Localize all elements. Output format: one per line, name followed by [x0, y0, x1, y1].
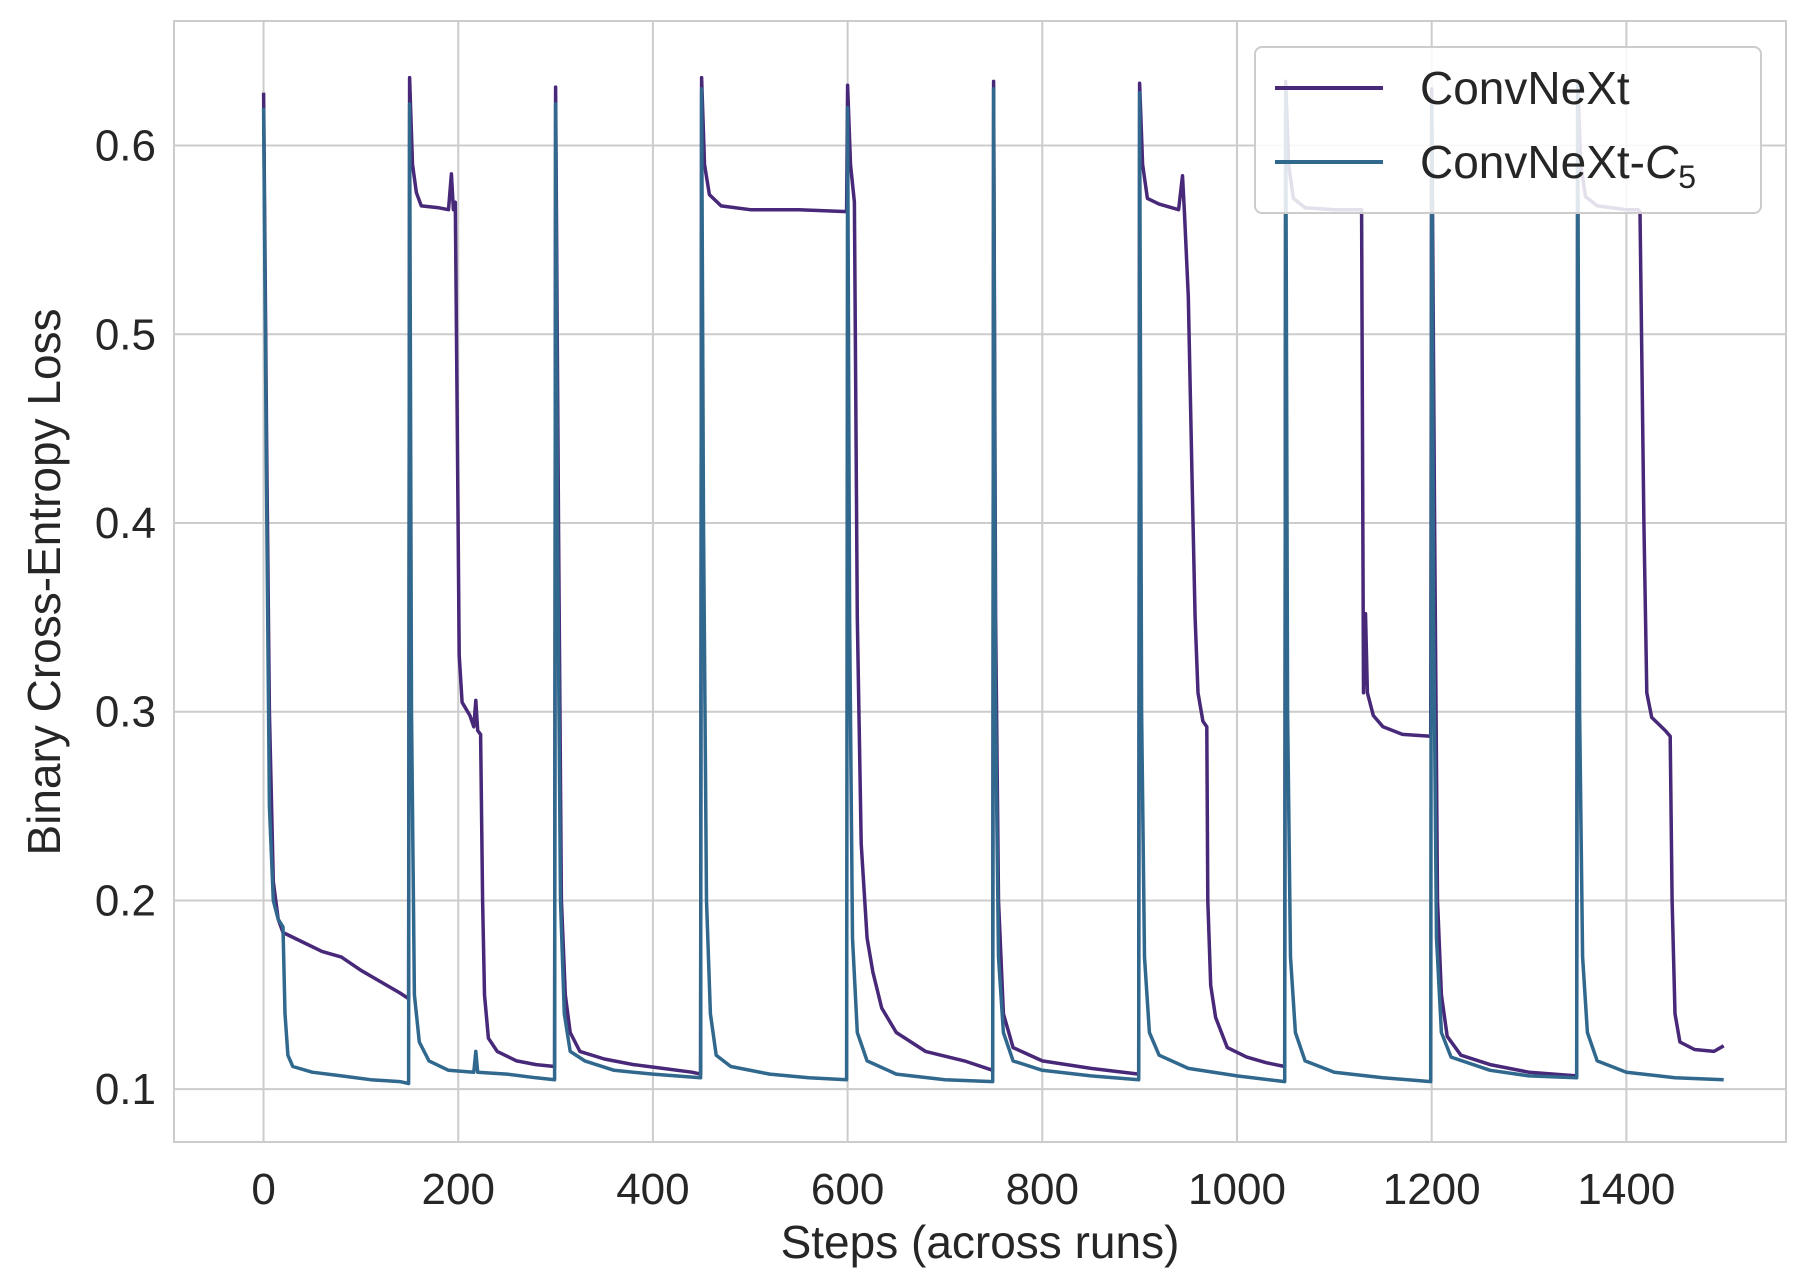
- x-tick-label: 200: [422, 1165, 495, 1214]
- x-tick-label: 800: [1006, 1165, 1079, 1214]
- y-tick-label: 0.2: [95, 876, 156, 925]
- legend-label-convnext-c5-subscript: 5: [1678, 159, 1696, 195]
- x-tick-labels: 0 200 400 600 800 1000 1200 1400: [251, 1165, 1675, 1214]
- series-line-convnext: [261, 75, 1725, 1078]
- y-tick-label: 0.5: [95, 310, 156, 359]
- x-tick-label: 0: [251, 1165, 275, 1214]
- legend-label-convnext: ConvNeXt: [1420, 62, 1630, 114]
- x-tick-label: 400: [616, 1165, 689, 1214]
- y-tick-label: 0.6: [95, 122, 156, 171]
- x-tick-label: 1000: [1188, 1165, 1286, 1214]
- x-tick-label: 600: [811, 1165, 884, 1214]
- y-tick-label: 0.1: [95, 1065, 156, 1114]
- x-axis-label: Steps (across runs): [781, 1216, 1180, 1268]
- x-tick-label: 1200: [1383, 1165, 1481, 1214]
- legend: ConvNeXt ConvNeXt-C5: [1254, 46, 1762, 214]
- legend-label-convnext-c5: ConvNeXt-C5: [1420, 136, 1696, 195]
- y-tick-label: 0.3: [95, 688, 156, 737]
- series-line-convnext-c5: [261, 83, 1724, 1086]
- series-lines: [261, 75, 1725, 1086]
- legend-label-convnext-c5-base: ConvNeXt-: [1420, 136, 1645, 188]
- y-tick-labels: 0.1 0.2 0.3 0.4 0.5 0.6: [95, 122, 156, 1115]
- legend-label-convnext-c5-italic: C: [1645, 136, 1679, 188]
- x-tick-label: 1400: [1577, 1165, 1675, 1214]
- y-axis-label: Binary Cross-Entropy Loss: [18, 308, 70, 855]
- y-tick-label: 0.4: [95, 499, 156, 548]
